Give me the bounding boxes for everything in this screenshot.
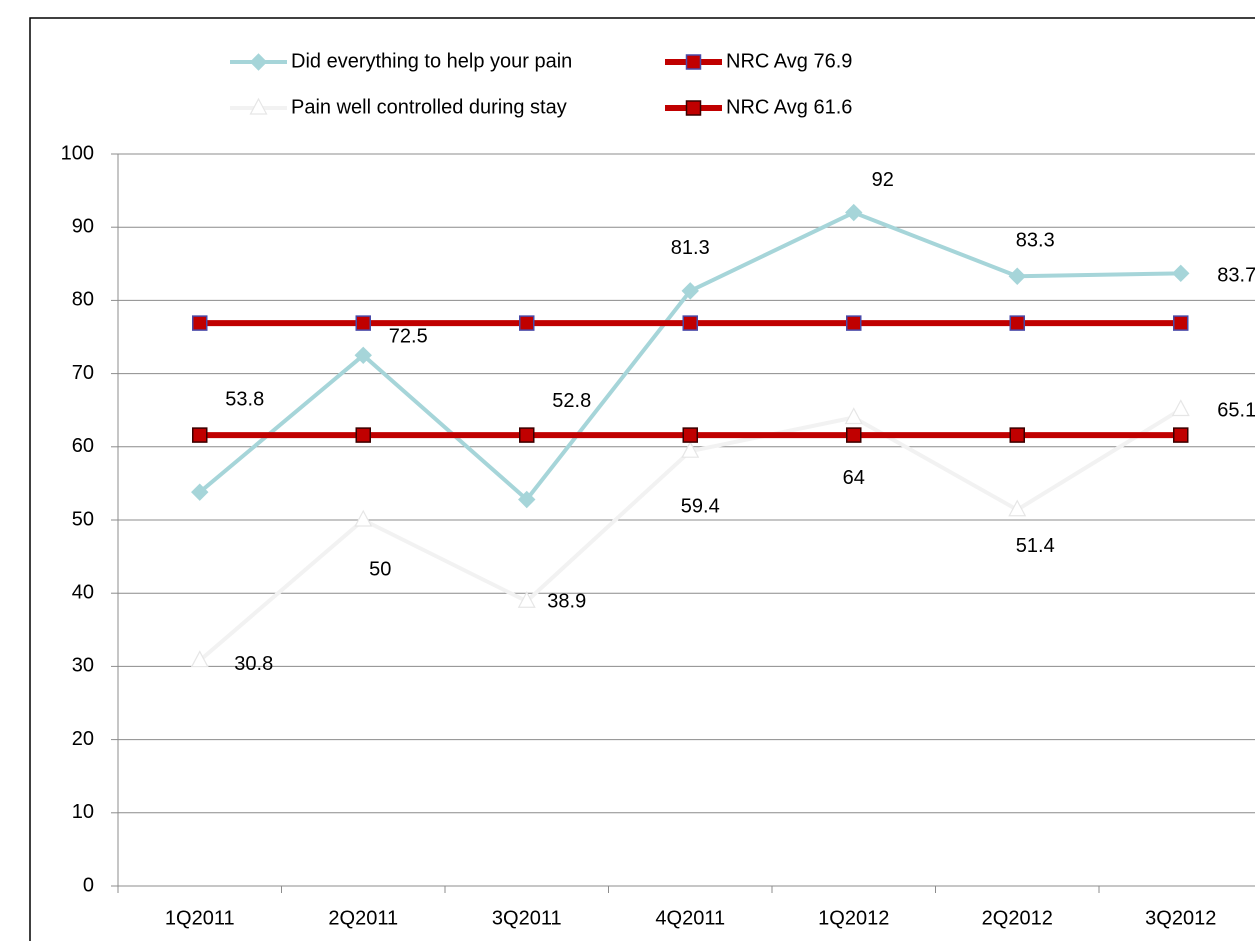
- y-tick-label: 10: [72, 801, 94, 823]
- data-label: 65.1: [1217, 400, 1255, 422]
- x-tick-label: 3Q2011: [492, 907, 562, 929]
- x-tick-label: 2Q2011: [328, 907, 398, 929]
- data-point: [1173, 427, 1189, 443]
- data-point: [1009, 315, 1025, 331]
- data-point: [519, 315, 535, 331]
- data-point: [682, 315, 698, 331]
- y-tick-label: 100: [61, 142, 94, 164]
- legend-marker: [249, 53, 268, 71]
- data-point: [846, 315, 862, 331]
- y-tick-label: 30: [72, 655, 94, 677]
- data-label: 81.3: [671, 237, 710, 259]
- y-tick-label: 90: [72, 215, 94, 237]
- data-point: [1171, 399, 1190, 417]
- y-tick-label: 80: [72, 289, 94, 311]
- x-tick-label: 4Q2011: [655, 907, 725, 929]
- data-label: 72.5: [389, 326, 428, 348]
- data-label: 51.4: [1016, 535, 1055, 557]
- y-tick-label: 20: [72, 728, 94, 750]
- legend-label: Pain well controlled during stay: [291, 96, 567, 118]
- data-label: 52.8: [552, 390, 591, 412]
- y-tick-label: 40: [72, 581, 94, 603]
- legend-label: NRC Avg 61.6: [726, 96, 852, 118]
- data-point: [1008, 499, 1027, 517]
- data-point: [354, 346, 372, 365]
- data-point: [681, 440, 700, 458]
- data-label: 83.3: [1016, 230, 1055, 252]
- legend-marker: [249, 97, 268, 115]
- y-tick-label: 60: [72, 435, 94, 457]
- data-label: 83.7: [1217, 265, 1255, 287]
- data-label: 30.8: [234, 653, 273, 675]
- data-point: [192, 315, 208, 331]
- x-tick-label: 2Q2012: [982, 907, 1053, 929]
- data-point: [681, 282, 699, 300]
- y-tick-label: 50: [72, 508, 94, 530]
- data-label: 38.9: [547, 591, 586, 613]
- x-tick-label: 1Q2011: [165, 907, 235, 929]
- data-label: 59.4: [681, 495, 720, 517]
- x-tick-label: 3Q2012: [1145, 907, 1216, 929]
- data-point: [1009, 427, 1025, 443]
- data-point: [1173, 315, 1189, 331]
- legend-marker: [685, 100, 702, 116]
- data-point: [1172, 264, 1190, 283]
- data-point: [1008, 267, 1026, 285]
- data-point: [354, 509, 373, 527]
- data-label: 64: [843, 467, 865, 489]
- data-point: [682, 427, 698, 443]
- data-point: [192, 427, 208, 443]
- data-label: 92: [872, 169, 894, 191]
- chart-border: [29, 17, 1255, 941]
- data-point: [191, 483, 209, 501]
- data-label: 50: [369, 558, 391, 580]
- legend-label: Did everything to help your pain: [291, 50, 572, 72]
- legend-marker: [685, 54, 702, 70]
- data-point: [846, 427, 862, 443]
- data-point: [844, 407, 863, 425]
- data-point: [518, 490, 536, 509]
- data-point: [355, 315, 371, 331]
- data-point: [517, 590, 536, 608]
- y-tick-label: 70: [72, 362, 94, 384]
- legend-label: NRC Avg 76.9: [726, 50, 852, 72]
- data-label: 53.8: [225, 388, 264, 410]
- data-point: [355, 427, 371, 443]
- x-tick-label: 1Q2012: [818, 907, 889, 929]
- data-point: [190, 650, 209, 668]
- data-point: [519, 427, 535, 443]
- y-tick-label: 0: [83, 874, 94, 896]
- data-point: [845, 203, 863, 222]
